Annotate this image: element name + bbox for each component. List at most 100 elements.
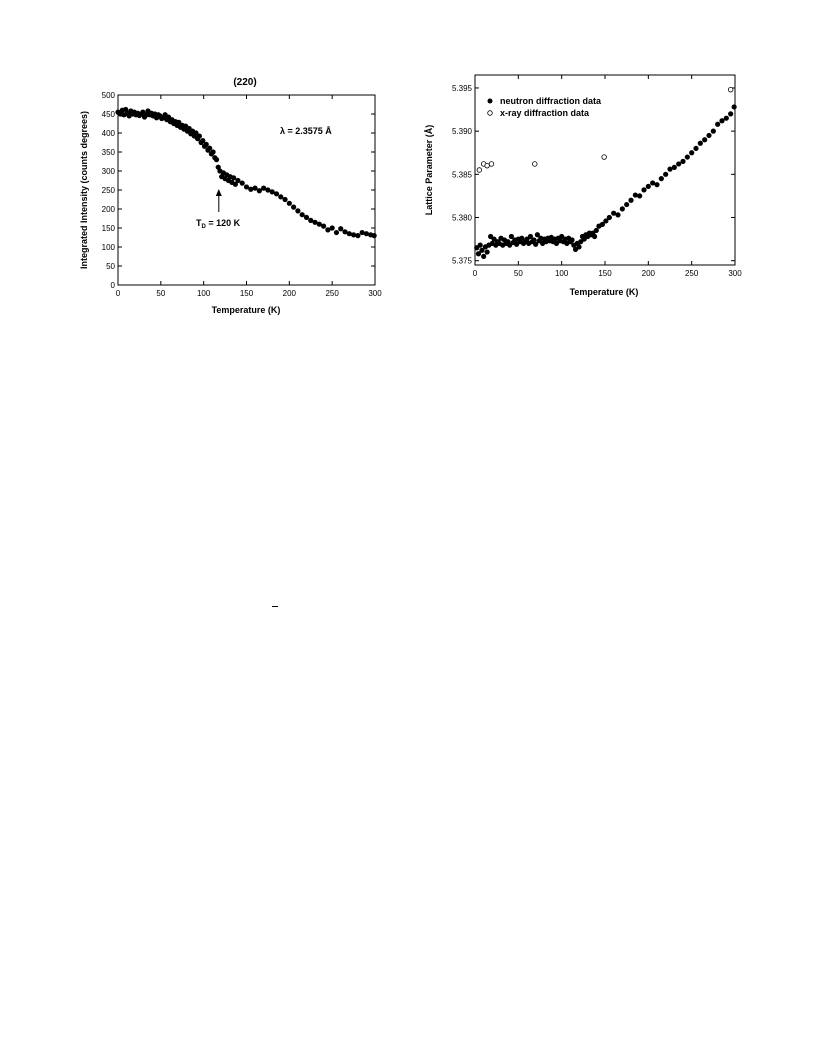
open-data-point [727, 86, 734, 93]
right-legend: neutron diffraction data x-ray diffracti… [487, 96, 602, 118]
data-point [519, 235, 525, 241]
x-tick-label: 150 [598, 269, 612, 278]
y-tick-label: 450 [102, 110, 116, 119]
stray-mark [272, 606, 278, 607]
open-data-point [601, 154, 607, 160]
data-point [232, 181, 238, 187]
data-point [624, 201, 630, 208]
data-point [256, 188, 262, 194]
data-point [333, 229, 340, 236]
x-tick-label: 250 [685, 269, 699, 278]
y-tick-label: 350 [102, 148, 116, 157]
data-point [321, 223, 327, 229]
data-point [291, 204, 297, 210]
data-point [508, 233, 514, 240]
data-point [663, 171, 669, 177]
data-point [599, 221, 606, 228]
data-point [235, 177, 241, 184]
data-point [603, 218, 609, 224]
data-point [252, 185, 258, 191]
data-point [615, 212, 621, 218]
x-tick-label: 0 [473, 269, 478, 278]
data-point [611, 210, 617, 216]
data-point [342, 229, 348, 235]
data-point [261, 185, 267, 191]
open-data-point [532, 161, 538, 167]
data-point [371, 233, 377, 239]
data-point [265, 187, 271, 193]
data-point [658, 176, 664, 182]
transition-label: TD = 120 K [196, 218, 241, 230]
data-point [479, 247, 485, 253]
y-tick-label: 5.390 [452, 127, 473, 136]
data-point [667, 166, 673, 172]
legend-neutron-label: neutron diffraction data [500, 96, 602, 106]
data-point [278, 194, 284, 200]
x-tick-label: 0 [116, 289, 121, 298]
data-point [312, 219, 318, 225]
x-tick-label: 50 [514, 269, 523, 278]
data-point [632, 192, 638, 198]
data-point [346, 231, 352, 237]
data-point [484, 249, 490, 255]
x-tick-label: 100 [197, 289, 211, 298]
data-point [728, 111, 734, 117]
data-point [231, 175, 237, 181]
y-tick-label: 0 [111, 281, 116, 290]
left-points [115, 106, 377, 239]
data-point [269, 189, 275, 195]
data-point [239, 180, 245, 186]
y-tick-label: 5.385 [452, 170, 473, 179]
legend-xray-marker [487, 110, 493, 116]
transition-annotation: TD = 120 K [196, 189, 241, 230]
data-point [531, 237, 537, 243]
data-point [355, 233, 361, 239]
left-chart-title: (220) [233, 77, 256, 88]
x-tick-label: 200 [642, 269, 656, 278]
y-tick-label: 50 [106, 262, 115, 271]
data-point [359, 229, 365, 236]
data-point [303, 214, 310, 220]
right-x-axis-label: Temperature (K) [570, 287, 639, 297]
data-point [210, 149, 216, 155]
y-tick-label: 300 [102, 167, 116, 176]
x-tick-label: 150 [240, 289, 254, 298]
y-tick-label: 200 [102, 205, 116, 214]
data-point [534, 232, 541, 238]
data-point [676, 161, 682, 167]
data-point [176, 119, 182, 125]
y-tick-label: 5.380 [452, 214, 473, 223]
data-point [628, 197, 634, 203]
y-tick-label: 500 [102, 91, 116, 100]
data-point [533, 241, 539, 247]
wavelength-annotation: λ = 2.3575 Å [280, 126, 332, 136]
data-point [569, 237, 575, 243]
right-chart: 0 50 100 150 200 250 300 5.375 5.380 5.385 5.390 5.… [424, 74, 742, 297]
data-point [689, 150, 695, 156]
data-point [654, 182, 660, 188]
data-point [706, 132, 712, 139]
right-points [474, 86, 737, 259]
data-point [645, 183, 651, 190]
data-point [671, 164, 677, 171]
data-point [286, 200, 292, 206]
data-point [715, 121, 721, 127]
left-y-axis-label: Integrated Intensity (counts degrees) [79, 111, 89, 269]
data-point [273, 191, 280, 197]
data-point [697, 140, 703, 146]
left-plot-frame [117, 94, 376, 286]
data-point [329, 225, 335, 231]
data-point [200, 138, 206, 144]
data-point [477, 242, 483, 248]
data-point [193, 130, 199, 136]
x-tick-label: 50 [156, 289, 165, 298]
data-point [475, 251, 482, 257]
left-chart: (220) 0 50 100 150 200 250 300 0 50 100 150 200 250 3… [79, 77, 382, 315]
open-data-point [488, 161, 495, 167]
y-tick-label: 150 [102, 224, 116, 233]
data-point [637, 193, 643, 199]
data-point [207, 145, 213, 151]
data-point [196, 133, 202, 139]
data-point [719, 118, 725, 124]
